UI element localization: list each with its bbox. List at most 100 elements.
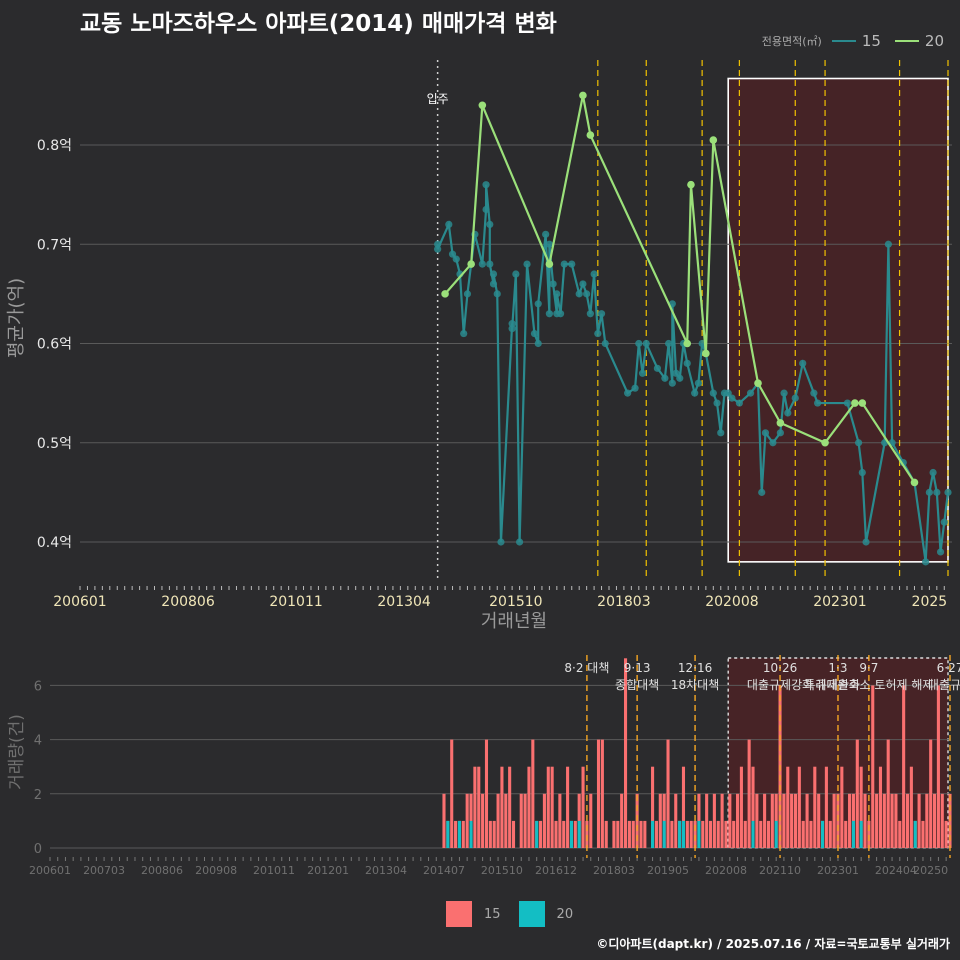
series-15-point [523,260,531,268]
y-tick-label: 0.7억 [37,237,72,253]
bar-15 [763,793,767,848]
bar-15 [902,685,906,848]
bar-15 [620,793,624,848]
bar-15 [921,820,925,848]
series-20-point [467,260,475,268]
series-20-point [858,399,867,407]
series-15-point [486,260,494,268]
series-15-point [545,240,553,248]
bar-15 [488,820,492,848]
bar-y-tick-label: 0 [34,842,42,857]
bar-15 [546,766,550,848]
bar-x-tick-label: 20250 [913,864,948,877]
policy-annotation: 규제완화 [816,678,860,692]
series-15-point [735,399,743,407]
bar-15 [465,793,469,848]
bar-x-tick-label: 201011 [253,864,295,877]
policy-annotation: 10·26 [763,661,797,675]
bar-15 [797,766,801,848]
series-15-point [560,260,568,268]
bar-15 [643,820,647,848]
bar-15 [523,793,527,848]
bar-15 [944,820,948,848]
bar-15 [484,739,489,848]
series-15-point [713,399,721,407]
series-15-point [676,374,684,382]
series-15-point [624,389,632,397]
series-15-point [448,250,457,258]
series-20-point [702,349,710,358]
y-tick-label: 0.6억 [37,337,72,353]
series-15-point [940,518,948,526]
bar-15 [755,793,759,848]
bar-15 [728,793,732,848]
bar-15 [925,793,929,848]
series-15-point [922,558,930,566]
series-15-point [556,310,565,318]
policy-annotation: 18차대책 [671,677,719,692]
series-15-point [493,290,501,298]
bar-15 [805,793,809,848]
bar-x-tick-label: 201407 [423,864,465,877]
series-15-point [784,409,792,417]
series-20-point [441,290,449,298]
x-tick-label: 201304 [377,594,431,610]
policy-annotation: 1·3 [828,661,847,675]
bar-15 [604,820,608,848]
bar-20 [820,820,825,848]
bar-15 [844,820,848,848]
bar-15 [612,820,616,848]
series-15-point [553,290,561,298]
policy-annotation: 8·2 대책 [564,660,609,675]
bar-x-tick-label: 202301 [817,864,859,877]
series-15-point [590,270,598,278]
bar-15 [940,793,944,848]
bar-20 [651,820,655,848]
bar-y-tick-label: 4 [34,734,42,749]
series-15-point [724,389,732,397]
bar-15 [859,766,863,848]
legend-label-bar-20: 20 [556,906,574,922]
legend-line-20 [894,40,919,42]
series-15-point [534,339,542,348]
series-15-point [445,220,453,228]
bar-20 [577,820,581,848]
y-tick-label: 0.5억 [37,436,72,452]
series-15-point [665,339,673,348]
series-15-point [799,359,807,367]
bar-15 [929,739,933,848]
bar-15 [909,766,913,848]
series-15-point [776,429,784,437]
bar-15 [562,820,566,848]
bar-15 [496,793,500,848]
bar-15 [511,820,516,848]
bar-15 [670,820,674,848]
legend-label-bar-15: 15 [484,906,501,922]
series-15-point [434,245,442,253]
bar-15 [623,658,628,848]
series-15-point [497,538,505,546]
bar-15 [477,766,481,848]
series-15-point [508,325,516,333]
series-20-line [444,95,916,484]
bar-15 [666,739,670,848]
bar-15 [558,793,562,848]
series-20-point [579,91,587,100]
bar-15 [705,793,709,848]
legend-swatch-20 [518,901,545,927]
bar-20 [457,820,461,848]
series-15-point [478,260,486,268]
bar-20 [535,820,539,848]
bar-15 [786,766,790,848]
x-tick-label: 200806 [161,594,215,610]
bar-15 [658,793,662,848]
bar-15 [933,793,937,848]
series-15-point [597,310,606,318]
bar-20 [662,820,666,848]
x-tick-label: 201803 [597,594,650,610]
series-15-point [512,270,520,278]
x-tick-label: 2025 [912,594,948,610]
x-axis-label: 거래년월 [481,611,547,632]
bar-15 [651,766,655,848]
bar-15 [759,820,763,848]
